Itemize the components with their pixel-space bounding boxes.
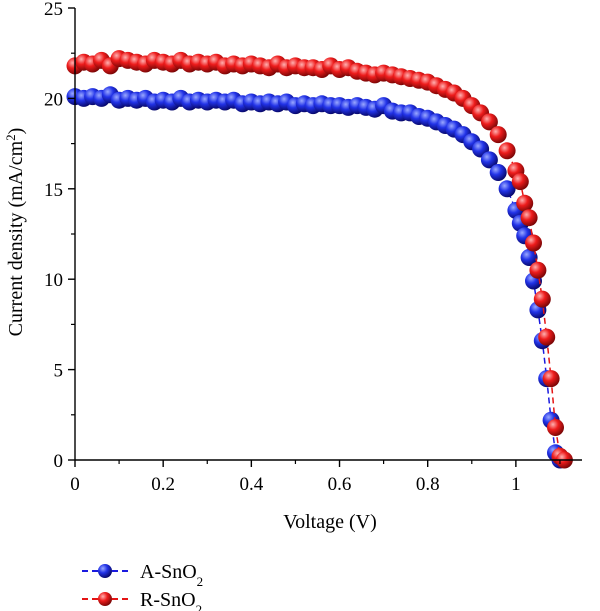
- legend-label-a-sno2: A-SnO2: [140, 561, 203, 589]
- legend: A-SnO2 R-SnO2: [82, 561, 203, 611]
- data-point: [489, 126, 507, 144]
- data-point: [520, 209, 538, 227]
- data-point: [525, 234, 542, 252]
- y-tick-label: 15: [44, 180, 63, 201]
- data-point: [498, 180, 516, 198]
- y-tick-label: 5: [54, 361, 64, 382]
- legend-item-a-sno2: A-SnO2: [82, 561, 203, 589]
- x-axis-label: Voltage (V): [283, 511, 377, 533]
- data-point: [538, 328, 556, 346]
- series-a-sno2: [66, 86, 569, 469]
- data-point: [529, 261, 547, 279]
- data-point: [520, 249, 538, 266]
- legend-marker-r-sno2: [98, 592, 112, 606]
- y-axis-label: Current density (mA/cm2): [3, 128, 28, 337]
- y-tick-label: 0: [54, 451, 64, 472]
- y-tick-label: 20: [44, 89, 63, 110]
- data-point: [516, 194, 534, 212]
- x-tick-label: 0.2: [151, 474, 175, 495]
- legend-item-r-sno2: R-SnO2: [82, 589, 202, 611]
- series-r-sno2: [66, 50, 573, 469]
- data-point: [480, 113, 498, 131]
- data-point: [547, 419, 564, 436]
- x-tick-label: 0.4: [239, 474, 263, 495]
- data-point: [542, 370, 560, 388]
- legend-label-r-sno2: R-SnO2: [140, 589, 202, 611]
- x-tick-label: 0.6: [328, 474, 352, 495]
- data-point: [533, 290, 551, 308]
- x-tick-label: 0: [70, 474, 80, 495]
- x-tick-label: 0.8: [416, 474, 440, 495]
- data-point: [498, 142, 516, 160]
- data-point: [489, 164, 507, 181]
- legend-marker-a-sno2: [98, 564, 112, 578]
- y-tick-label: 10: [44, 270, 63, 291]
- data-point: [480, 151, 498, 169]
- x-tick-label: 1: [511, 474, 521, 495]
- plot-area: [66, 50, 573, 469]
- data-point: [511, 173, 529, 191]
- y-tick-label: 25: [44, 0, 63, 20]
